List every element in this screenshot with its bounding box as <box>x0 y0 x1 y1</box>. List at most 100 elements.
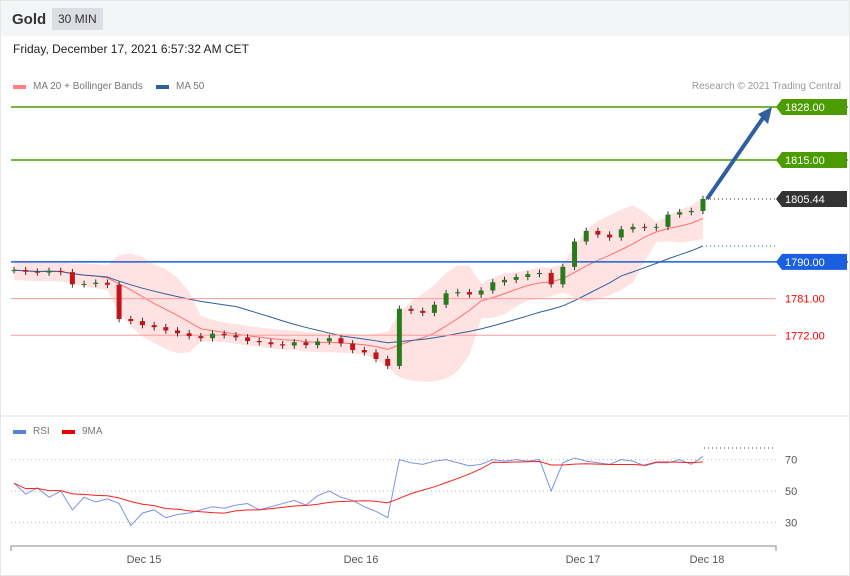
candle-body <box>23 270 29 272</box>
candle-body <box>198 336 204 339</box>
price-level-label: 1828.00 <box>785 102 825 114</box>
candle-body <box>677 212 683 215</box>
datetime-label: Friday, December 17, 2021 6:57:32 AM CET <box>13 42 249 56</box>
interval-button[interactable]: 30 MIN <box>52 8 103 30</box>
candle-body <box>104 282 110 285</box>
rsi-line <box>13 456 704 527</box>
candle-body <box>361 349 367 353</box>
candle-body <box>653 226 659 228</box>
x-tick-label: Dec 18 <box>690 554 725 566</box>
candle-body <box>338 338 344 344</box>
candle-body <box>630 226 636 230</box>
rsi-9ma-line <box>13 461 704 514</box>
price-level-label: 1772.00 <box>785 330 825 342</box>
candle-body <box>560 266 566 285</box>
ma50-line <box>13 245 704 344</box>
candle-body <box>210 333 216 339</box>
candle-body <box>69 272 75 285</box>
price-level-tag <box>776 99 847 115</box>
candle-body <box>116 284 122 320</box>
candle-body <box>245 337 251 342</box>
candle-body <box>81 283 87 285</box>
candle-body <box>455 292 461 294</box>
candle-body <box>396 308 402 366</box>
rsi-tick-label: 70 <box>785 455 797 467</box>
candle-body <box>303 342 309 346</box>
candle-body <box>420 310 426 313</box>
ma20-line <box>13 217 704 350</box>
legend-label: MA 20 + Bollinger Bands <box>33 81 143 92</box>
candle-body <box>618 229 624 238</box>
candle-body <box>34 271 40 273</box>
x-axis <box>10 545 777 551</box>
candle-body <box>431 304 437 313</box>
legend-9ma: 9MA <box>62 426 103 437</box>
forecast-arrowhead <box>758 107 772 124</box>
candle-body <box>128 319 134 322</box>
candle-body <box>537 272 543 275</box>
candle-body <box>700 198 706 211</box>
legend-ma20: MA 20 + Bollinger Bands <box>13 81 143 92</box>
price-level-tag <box>776 253 847 270</box>
candle-body <box>525 274 531 278</box>
candle-body <box>315 341 321 346</box>
candle-body <box>607 234 613 238</box>
candle-body <box>256 341 262 343</box>
candle-body <box>233 335 239 338</box>
candle-body <box>501 279 507 283</box>
candle-body <box>478 290 484 295</box>
candle-body <box>280 344 286 346</box>
candle-body <box>688 210 694 213</box>
top-bar: Gold 30 MIN <box>1 1 849 36</box>
candle-body <box>58 270 64 273</box>
candle-body <box>583 230 589 242</box>
legend-swatch <box>13 429 26 434</box>
price-level-tag <box>776 190 847 207</box>
candle-body <box>326 338 332 342</box>
candle-body <box>174 330 180 334</box>
legend-swatch <box>13 84 26 89</box>
candle-body <box>665 214 671 227</box>
candle-body <box>490 282 496 291</box>
legend-swatch <box>62 429 75 434</box>
candle-body <box>642 226 648 228</box>
candle-body <box>186 333 192 337</box>
legend-label: RSI <box>33 426 50 437</box>
x-tick-label: Dec 17 <box>566 554 601 566</box>
candle-body <box>443 293 449 305</box>
candle-body <box>268 342 274 345</box>
legend-rsi: RSI <box>13 426 50 437</box>
rsi-tick-label: 30 <box>785 517 797 529</box>
candle-body <box>350 343 356 350</box>
candle-body <box>466 292 472 295</box>
price-level-label: 1815.00 <box>785 155 825 167</box>
candle-body <box>93 282 99 284</box>
forecast-arrow <box>705 116 765 201</box>
price-level-tag <box>776 152 847 169</box>
price-level-label: 1790.00 <box>785 257 825 269</box>
candle-body <box>408 308 414 311</box>
legend-label: 9MA <box>82 426 103 437</box>
price-level-label: 1805.44 <box>785 194 825 206</box>
candle-body <box>221 333 227 336</box>
candle-body <box>139 321 145 326</box>
candle-body <box>151 325 157 328</box>
x-tick-label: Dec 15 <box>127 554 162 566</box>
candle-body <box>572 241 578 267</box>
instrument-title: Gold <box>12 11 47 28</box>
legend-label: MA 50 <box>176 81 205 92</box>
candle-body <box>291 342 297 346</box>
legend-ma50: MA 50 <box>156 81 204 92</box>
x-tick-label: Dec 16 <box>344 554 379 566</box>
candle-body <box>46 270 52 273</box>
candle-body <box>513 277 519 280</box>
candle-body <box>595 230 601 235</box>
candle-body <box>385 358 391 366</box>
price-level-label: 1781.00 <box>785 294 825 306</box>
candle-body <box>548 272 554 285</box>
legend-swatch <box>156 84 169 89</box>
candle-body <box>11 270 17 272</box>
candle-body <box>163 327 169 331</box>
credit-label: Research © 2021 Trading Central <box>691 81 841 92</box>
